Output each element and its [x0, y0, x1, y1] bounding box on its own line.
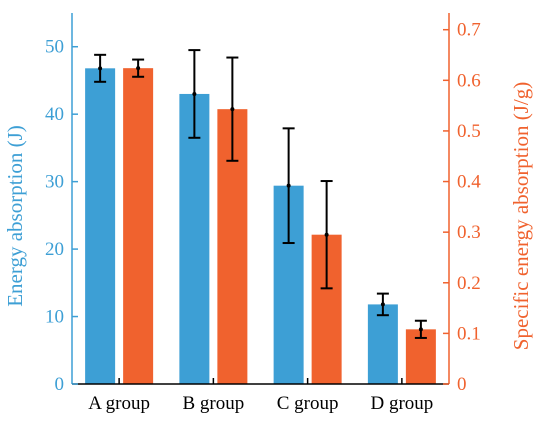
mean-marker-left-2: [286, 183, 291, 188]
y-right-tick-label-4: 0.4: [457, 172, 481, 193]
x-tick-label-2: C group: [277, 393, 339, 414]
y-right-tick-label-7: 0.7: [457, 20, 481, 41]
y-left-tick-label-1: 10: [45, 307, 64, 328]
x-tick-label-3: D group: [370, 393, 433, 414]
mean-marker-left-3: [380, 302, 385, 307]
y-axis-left-title: Energy absorption (J): [3, 125, 27, 307]
axes: 0 10 20 30 40 50 0 0.1 0.2 0.3 0.4 0.5 0.6 0.7 A group…: [45, 13, 481, 414]
mean-marker-left-1: [192, 91, 197, 96]
x-tick-label-0: A group: [88, 393, 150, 414]
bar-left-3: [367, 304, 398, 384]
plot-area: [85, 49, 436, 385]
mean-marker-right-2: [324, 232, 329, 237]
bar-right-0: [123, 68, 154, 385]
bar-left-0: [85, 68, 116, 384]
mean-marker-right-1: [230, 107, 235, 112]
y-right-tick-label-0: 0: [457, 374, 467, 395]
y-right-tick-label-2: 0.2: [457, 273, 481, 294]
mean-marker-left-0: [98, 66, 103, 71]
y-left-tick-label-5: 50: [45, 37, 64, 58]
x-tick-label-1: B group: [183, 393, 245, 414]
y-right-tick-label-6: 0.6: [457, 70, 481, 91]
y-left-tick-label-0: 0: [55, 374, 65, 395]
y-right-tick-label-5: 0.5: [457, 121, 481, 142]
y-left-tick-label-3: 30: [45, 172, 64, 193]
y-left-tick-label-4: 40: [45, 104, 64, 125]
bar-left-1: [179, 93, 210, 384]
y-axis-right-title: Specific energy absorption (J/g): [509, 82, 533, 350]
y-right-tick-label-1: 0.1: [457, 323, 481, 344]
mean-marker-right-3: [418, 327, 423, 332]
y-right-tick-label-3: 0.3: [457, 222, 481, 243]
y-left-tick-label-2: 20: [45, 239, 64, 260]
mean-marker-right-0: [136, 66, 141, 71]
